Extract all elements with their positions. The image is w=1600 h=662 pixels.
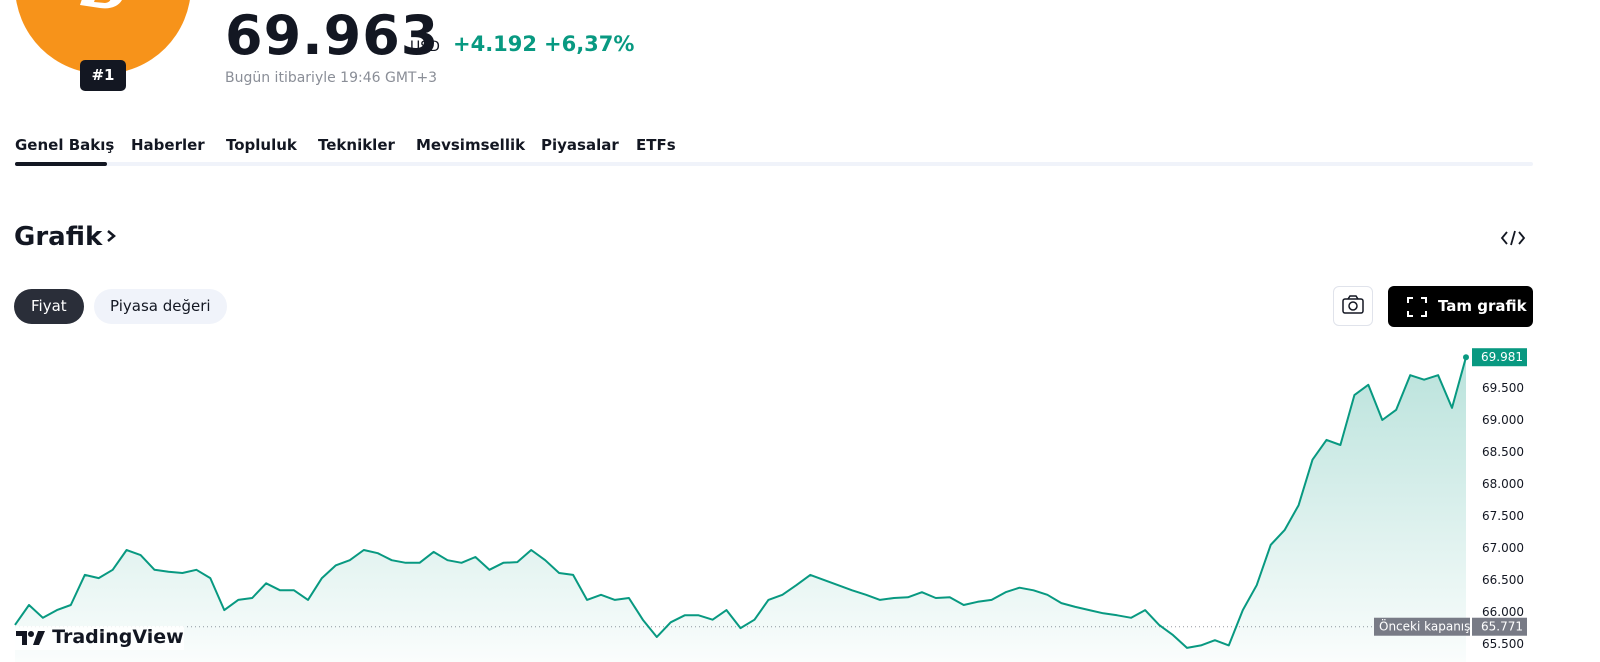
price-line [14,356,1467,649]
last-point [1463,354,1469,361]
y-tick-label: 69.500 [1482,381,1524,395]
camera-icon [1342,295,1364,314]
toggle-active[interactable]: Fiyat [14,289,84,324]
last-price-badge [1472,348,1527,367]
brand-logo[interactable]: TradingView [15,626,184,650]
y-tick-label: 67.000 [1482,541,1524,555]
y-tick-label: 68.500 [1482,445,1524,459]
tab-track [15,162,1533,166]
chevron [107,230,117,242]
last-price-label: 69.981 [1481,350,1523,364]
tab[interactable]: Topluluk [226,136,297,154]
y-tick-label: 66.000 [1482,605,1524,619]
y-tick-label: 67.500 [1482,509,1524,523]
section-title-text[interactable]: Grafik [14,222,103,252]
change-percent: +6,37% [544,32,635,56]
previous-close-name: Önceki kapanış [1379,618,1470,634]
fullscreen-icon [1407,297,1427,317]
y-tick-label: 68.000 [1482,477,1524,491]
snapshot-button[interactable] [1333,286,1373,326]
embed-icon[interactable] [1500,228,1526,248]
full-chart-button[interactable]: Tam grafik [1388,286,1533,327]
timestamp: Bugün itibariyle 19:46 GMT+3 [225,70,438,86]
change: +4.192 [453,32,538,56]
y-tick-label: 65.500 [1482,637,1524,651]
currency: USD [410,39,440,55]
tab[interactable]: Mevsimsellik [416,136,526,154]
y-tick-label: 66.500 [1482,573,1524,587]
previous-close-badge [1472,617,1527,636]
price-chart: 65.500 66.000 66.500 67.000 67.500 68.000 68.5… [14,348,1527,662]
y-tick-label: 69.000 [1482,413,1524,427]
coin-logo [16,0,190,74]
section-title[interactable]: Grafik [14,222,119,252]
toggle[interactable]: Piyasa değeri [94,289,227,324]
tab[interactable]: Piyasalar [541,136,619,154]
brand-name: TradingView [52,626,184,648]
tab[interactable]: Haberler [131,136,205,154]
tab[interactable]: Genel Bakış [15,136,115,154]
brand-icon [16,631,45,645]
tab-active-indicator [15,162,107,166]
previous-close-name-bg [1374,617,1470,636]
full-chart-label[interactable]: Tam grafik [1438,297,1527,315]
rank-badge: #1 [80,60,126,91]
price: 69.963 [225,4,440,67]
tab[interactable]: Teknikler [318,136,395,154]
previous-close-label: 65.771 [1481,620,1523,634]
area-fill [15,357,1466,662]
tab[interactable]: ETFs [636,136,676,154]
